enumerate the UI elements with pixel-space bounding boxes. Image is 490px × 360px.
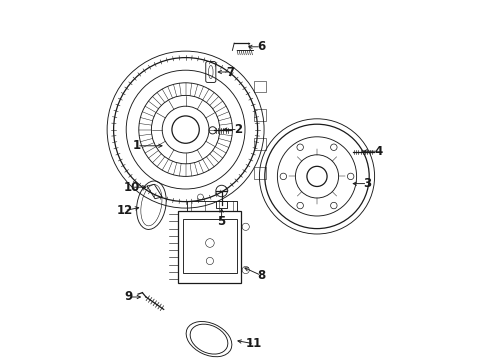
Text: 12: 12 [116, 204, 132, 217]
Text: 4: 4 [374, 145, 382, 158]
Text: 2: 2 [234, 123, 242, 136]
Text: 7: 7 [226, 66, 235, 78]
Text: 9: 9 [124, 291, 132, 303]
Text: 11: 11 [246, 337, 262, 350]
Circle shape [297, 144, 303, 150]
Circle shape [331, 202, 337, 209]
Circle shape [297, 202, 303, 209]
Text: 10: 10 [123, 181, 140, 194]
Circle shape [331, 144, 337, 150]
Text: 3: 3 [364, 177, 371, 190]
Text: 5: 5 [218, 215, 226, 228]
Circle shape [347, 173, 354, 180]
Text: 6: 6 [257, 40, 265, 53]
Circle shape [280, 173, 287, 180]
Text: 8: 8 [257, 269, 265, 282]
Text: 1: 1 [133, 139, 141, 152]
